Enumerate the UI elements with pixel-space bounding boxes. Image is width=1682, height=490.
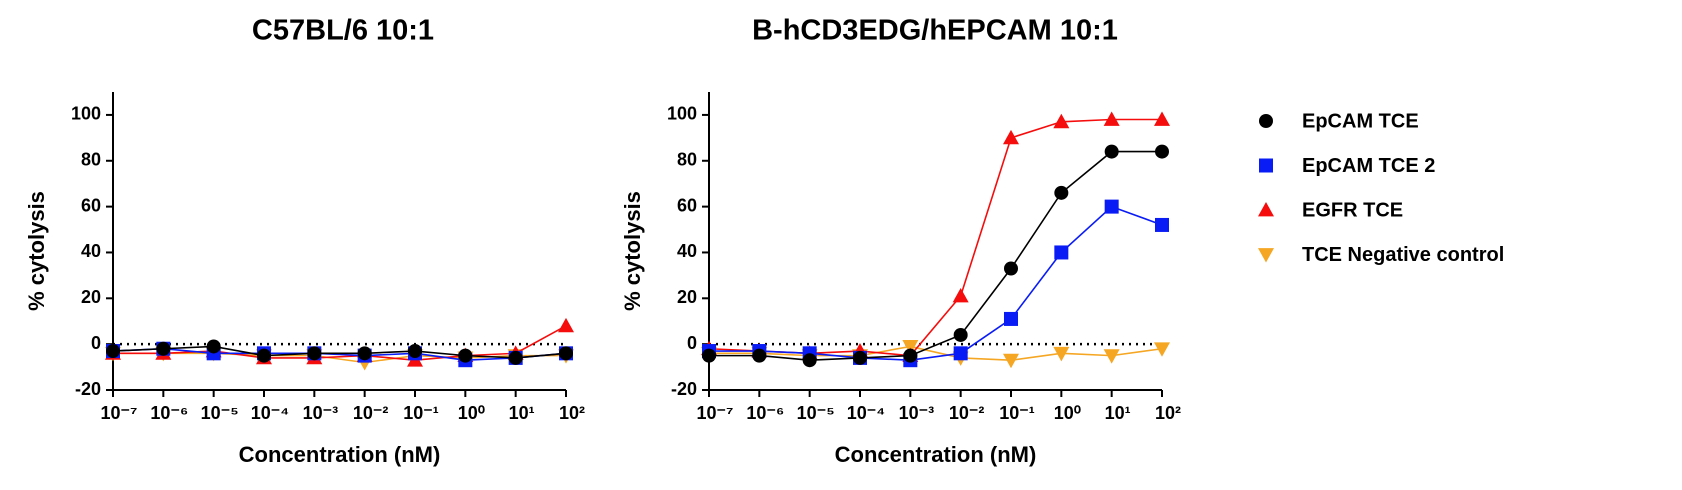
chart-title: C57BL/6 10:1 xyxy=(252,15,434,47)
y-tick-label: 0 xyxy=(91,333,101,353)
legend-marker xyxy=(1259,158,1273,173)
x-tick-label: 10¹ xyxy=(509,403,535,423)
point xyxy=(1155,144,1169,159)
point xyxy=(1003,129,1019,145)
legend-label: TCE Negative control xyxy=(1302,244,1504,266)
point xyxy=(1054,245,1069,260)
point xyxy=(1103,349,1120,364)
point xyxy=(802,353,817,368)
y-tick-label: 20 xyxy=(81,287,101,307)
x-tick-label: 10⁻² xyxy=(353,403,389,423)
x-tick-label: 10² xyxy=(559,403,585,423)
x-tick-label: 10⁻⁶ xyxy=(150,403,188,423)
y-tick-label: -20 xyxy=(671,379,697,399)
point xyxy=(307,346,322,361)
y-tick-label: 60 xyxy=(81,195,101,215)
y-tick-label: 40 xyxy=(81,241,101,261)
x-axis-label: Concentration (nM) xyxy=(835,442,1037,467)
point xyxy=(408,344,422,359)
series-line xyxy=(709,150,1162,362)
point xyxy=(1004,311,1018,326)
point xyxy=(1054,185,1069,200)
series-line xyxy=(113,325,567,362)
series-line xyxy=(112,345,567,359)
x-tick-label: 10⁰ xyxy=(1054,403,1081,423)
x-tick-label: 10⁰ xyxy=(458,403,485,423)
x-tick-label: 10² xyxy=(1155,403,1181,423)
y-tick-label: 20 xyxy=(677,287,697,307)
legend-marker xyxy=(1258,202,1274,217)
legend-label: EpCAM TCE 2 xyxy=(1302,155,1435,177)
y-tick-label: 80 xyxy=(81,150,101,170)
x-tick-label: 10⁻⁵ xyxy=(797,403,835,423)
x-tick-label: 10⁻⁵ xyxy=(201,403,239,423)
series-line xyxy=(709,205,1163,362)
point xyxy=(357,346,372,361)
y-tick-label: 40 xyxy=(677,241,697,261)
point xyxy=(953,346,968,361)
point xyxy=(1003,353,1019,369)
point xyxy=(1104,144,1119,159)
point xyxy=(156,341,171,356)
legend-marker xyxy=(1259,114,1273,128)
x-tick-label: 10⁻¹ xyxy=(999,403,1035,423)
point xyxy=(752,348,767,363)
y-tick-label: 0 xyxy=(687,333,697,353)
x-tick-label: 10⁻¹ xyxy=(403,403,439,423)
legend-label: EGFR TCE xyxy=(1302,199,1403,221)
point xyxy=(559,346,573,361)
point xyxy=(902,340,919,355)
y-axis-label: % cytolysis xyxy=(620,191,645,311)
series-line xyxy=(112,347,567,362)
point xyxy=(952,288,969,303)
series-line xyxy=(708,118,1162,357)
point xyxy=(458,348,473,363)
point xyxy=(1053,346,1070,362)
y-axis-label: % cytolysis xyxy=(24,191,49,311)
point xyxy=(106,344,120,359)
chart-title: B-hCD3EDG/hEPCAM 10:1 xyxy=(752,15,1118,47)
point xyxy=(1053,113,1070,129)
x-tick-label: 10⁻⁶ xyxy=(746,403,784,423)
x-tick-label: 10⁻⁴ xyxy=(251,403,289,423)
series-line xyxy=(709,345,1163,362)
point xyxy=(1155,217,1169,232)
point xyxy=(953,327,968,342)
x-tick-label: 10¹ xyxy=(1105,403,1131,423)
point xyxy=(257,348,271,363)
point xyxy=(1004,261,1018,276)
point xyxy=(853,350,867,365)
x-tick-label: 10⁻⁴ xyxy=(847,403,885,423)
point xyxy=(1154,111,1170,126)
x-tick-label: 10⁻² xyxy=(949,403,985,423)
point xyxy=(206,339,221,354)
point xyxy=(702,348,716,363)
point xyxy=(1103,111,1120,126)
y-tick-label: 100 xyxy=(667,104,697,124)
x-tick-label: 10⁻⁷ xyxy=(101,403,138,423)
x-axis-label: Concentration (nM) xyxy=(239,442,441,467)
y-tick-label: 100 xyxy=(71,104,101,124)
y-tick-label: -20 xyxy=(75,379,101,399)
y-tick-label: 80 xyxy=(677,150,697,170)
legend-marker xyxy=(1258,248,1274,263)
point xyxy=(903,348,918,363)
y-tick-label: 60 xyxy=(677,195,697,215)
point xyxy=(508,350,523,365)
point xyxy=(558,317,574,333)
point xyxy=(1154,342,1170,357)
x-tick-label: 10⁻⁷ xyxy=(697,403,734,423)
x-tick-label: 10⁻³ xyxy=(303,403,339,423)
point xyxy=(1104,199,1119,214)
x-tick-label: 10⁻³ xyxy=(899,403,935,423)
legend-label: EpCAM TCE xyxy=(1302,110,1419,132)
